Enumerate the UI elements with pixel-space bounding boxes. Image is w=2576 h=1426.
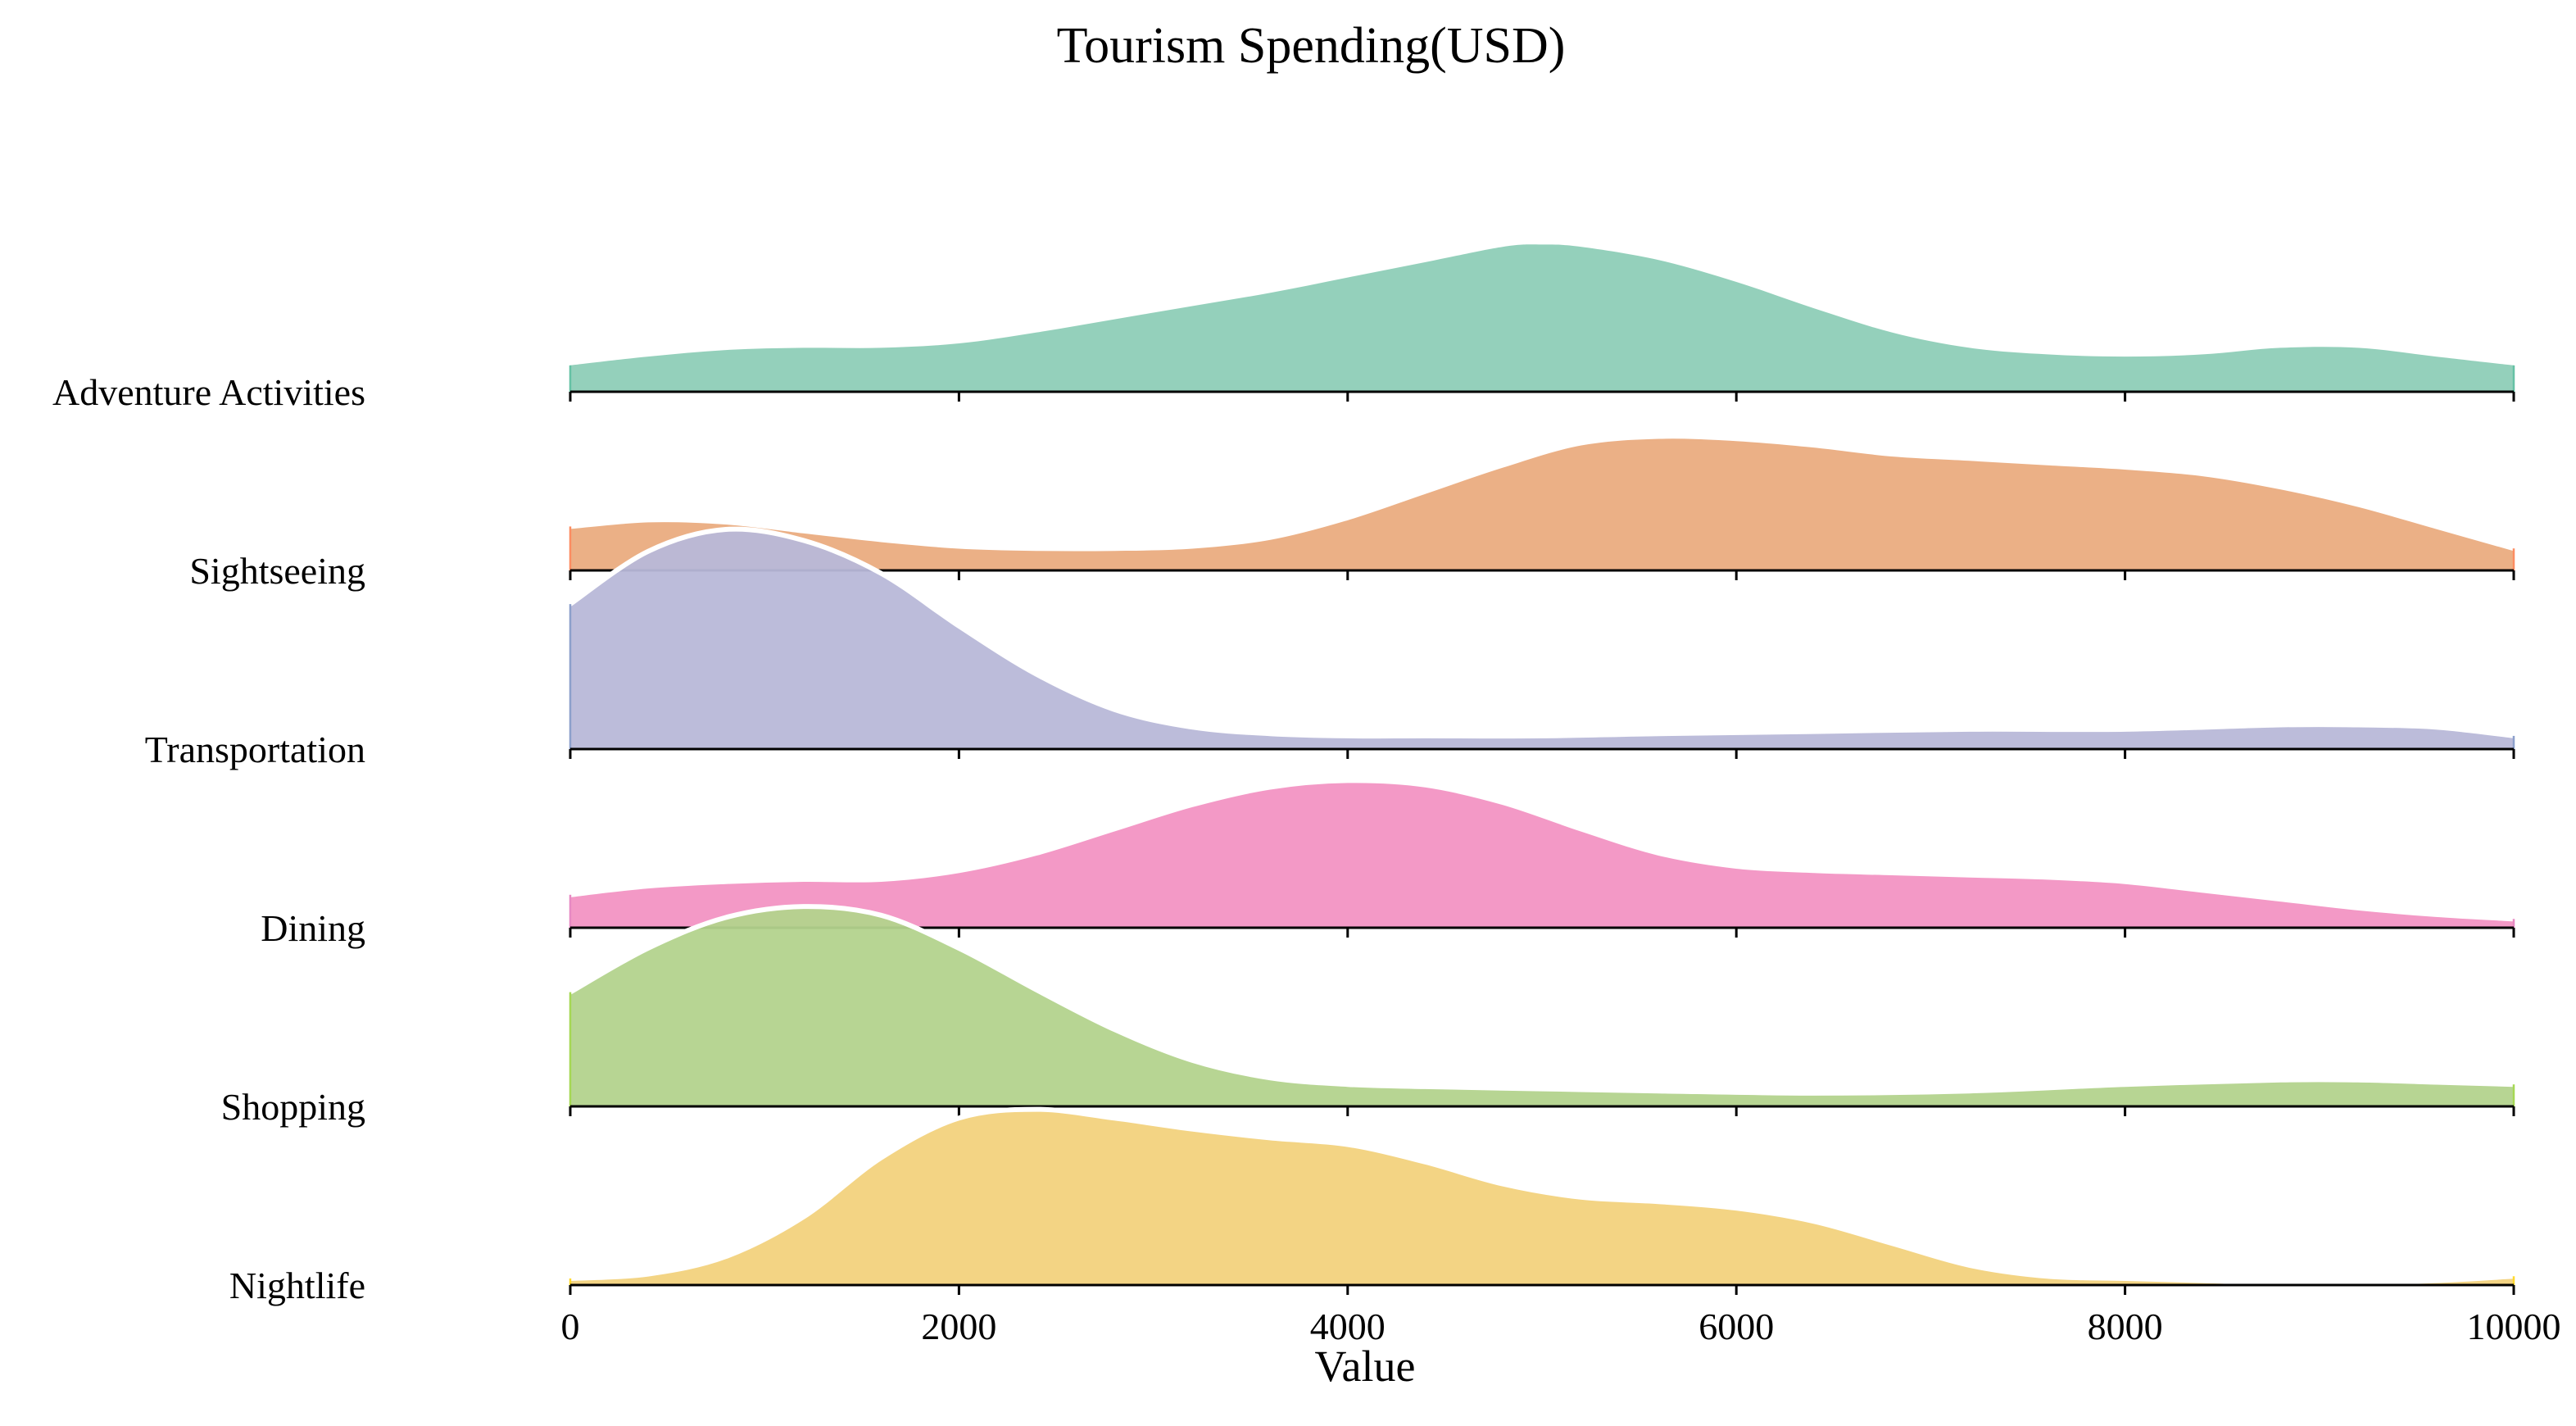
ridge-outline-transportation <box>569 526 2515 739</box>
ridge-shopping <box>569 904 2515 1116</box>
row-label-shopping: Shopping <box>221 1086 365 1128</box>
ridge-area-sightseeing <box>570 436 2514 570</box>
x-axis: 0 2000 4000 6000 8000 10000 <box>561 1306 2561 1347</box>
ridge-area-adventure-activities <box>570 244 2514 392</box>
row-label-adventure-activities: Adventure Activities <box>52 371 365 413</box>
x-tick-label-0: 0 <box>561 1306 580 1347</box>
x-tick-label-8000: 8000 <box>2088 1306 2163 1347</box>
row-labels-layer: Adventure Activities Sightseeing Transport… <box>52 371 365 1306</box>
row-label-nightlife: Nightlife <box>229 1265 365 1306</box>
ridge-area-nightlife <box>570 1109 2514 1285</box>
ridge-adventure-activities <box>569 244 2515 402</box>
ridge-outline-nightlife <box>569 1106 2515 1286</box>
ridge-area-transportation <box>570 529 2514 749</box>
ridge-outline-sightseeing <box>569 434 2515 552</box>
ridge-nightlife <box>569 1106 2515 1295</box>
x-axis-label: Value <box>1315 1342 1416 1391</box>
chart-title: Tourism Spending(USD) <box>1057 18 1566 74</box>
ridge-outline-shopping <box>569 904 2515 1096</box>
ridge-transportation <box>569 526 2515 759</box>
row-label-dining: Dining <box>261 907 365 949</box>
ridge-outline-dining <box>569 778 2515 922</box>
x-tick-label-4000: 4000 <box>1310 1306 1386 1347</box>
ridge-sightseeing <box>569 434 2515 580</box>
row-label-transportation: Transportation <box>145 729 365 770</box>
row-label-sightseeing: Sightseeing <box>189 550 365 592</box>
x-tick-label-2000: 2000 <box>921 1306 996 1347</box>
ridge-area-dining <box>570 780 2514 928</box>
x-tick-label-10000: 10000 <box>2467 1306 2561 1347</box>
ridges-layer <box>569 244 2515 1295</box>
ridge-area-shopping <box>570 906 2514 1106</box>
x-tick-label-6000: 6000 <box>1698 1306 1774 1347</box>
